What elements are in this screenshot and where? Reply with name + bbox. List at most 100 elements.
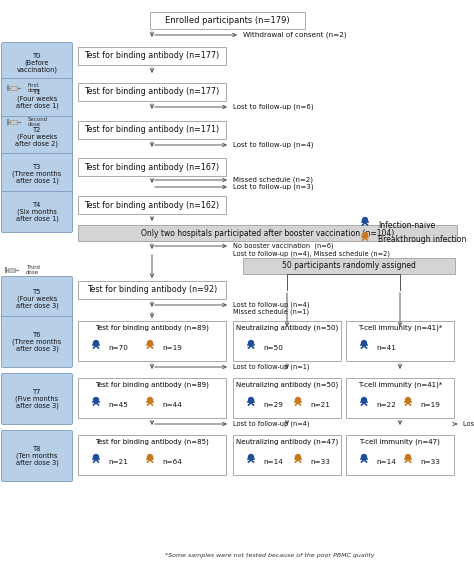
Text: Missed schedule (n=2): Missed schedule (n=2) — [233, 177, 313, 183]
Text: Test for binding antibody (n=177): Test for binding antibody (n=177) — [84, 88, 219, 96]
Text: Lost to follow-up (n=3): Lost to follow-up (n=3) — [233, 184, 314, 190]
Text: Third
dose: Third dose — [26, 265, 40, 275]
Circle shape — [93, 341, 99, 346]
Text: T2
(Four weeks
after dose 2): T2 (Four weeks after dose 2) — [16, 127, 58, 147]
Text: T8
(Ten months
after dose 3): T8 (Ten months after dose 3) — [16, 446, 58, 466]
Text: T0
(Before
vaccination): T0 (Before vaccination) — [17, 53, 57, 73]
Text: Lost to follow-up (n=4): Lost to follow-up (n=4) — [233, 421, 310, 427]
Circle shape — [147, 397, 153, 402]
Text: T-cell immunity (n=47): T-cell immunity (n=47) — [360, 439, 440, 445]
FancyBboxPatch shape — [10, 87, 17, 89]
Text: T6
(Three months
after dose 3): T6 (Three months after dose 3) — [12, 332, 62, 352]
Text: Test for binding antibody (n=85): Test for binding antibody (n=85) — [95, 439, 209, 445]
Text: Test for binding antibody (n=162): Test for binding antibody (n=162) — [84, 200, 219, 209]
Text: n=19: n=19 — [162, 345, 182, 351]
Circle shape — [295, 454, 301, 460]
Text: Test for binding antibody (n=167): Test for binding antibody (n=167) — [84, 162, 219, 171]
Text: Lost to follow-up (n=4): Lost to follow-up (n=4) — [233, 142, 313, 148]
FancyBboxPatch shape — [1, 79, 73, 119]
Text: n=29: n=29 — [263, 402, 283, 408]
Circle shape — [295, 397, 301, 402]
Text: n=44: n=44 — [162, 402, 182, 408]
Text: T1
(Four weeks
after dose 1): T1 (Four weeks after dose 1) — [16, 89, 58, 109]
Text: n=22: n=22 — [376, 402, 396, 408]
FancyBboxPatch shape — [78, 281, 226, 299]
Text: n=70: n=70 — [108, 345, 128, 351]
Text: T7
(Five months
after dose 3): T7 (Five months after dose 3) — [16, 389, 59, 409]
FancyBboxPatch shape — [1, 42, 73, 84]
FancyBboxPatch shape — [78, 321, 226, 361]
Text: Test for binding antibody (n=177): Test for binding antibody (n=177) — [84, 52, 219, 61]
FancyBboxPatch shape — [1, 316, 73, 367]
Text: *Some samples were not tested because of the poor PBMC quality: *Some samples were not tested because of… — [165, 552, 374, 558]
Text: Lost to follow-up (n=6): Lost to follow-up (n=6) — [233, 104, 314, 110]
Text: n=14: n=14 — [376, 459, 396, 465]
FancyBboxPatch shape — [78, 47, 226, 65]
Circle shape — [147, 341, 153, 346]
Text: n=33: n=33 — [310, 459, 330, 465]
Text: n=45: n=45 — [108, 402, 128, 408]
Text: Only two hospitals participated after booster vaccination (n=104): Only two hospitals participated after bo… — [141, 229, 394, 238]
Text: n=41: n=41 — [376, 345, 396, 351]
FancyBboxPatch shape — [1, 191, 73, 233]
Circle shape — [362, 341, 366, 346]
FancyBboxPatch shape — [150, 12, 305, 29]
Text: Test for binding antibody (n=89): Test for binding antibody (n=89) — [95, 325, 209, 331]
Text: Lost to follow-up (n=4): Lost to follow-up (n=4) — [233, 302, 310, 308]
Text: No booster vaccination  (n=6): No booster vaccination (n=6) — [233, 243, 334, 249]
Text: n=50: n=50 — [263, 345, 283, 351]
Text: T-cell immunity (n=41)*: T-cell immunity (n=41)* — [358, 381, 442, 388]
Text: n=64: n=64 — [162, 459, 182, 465]
Text: 50 participants randomly assigned: 50 participants randomly assigned — [282, 261, 416, 271]
FancyBboxPatch shape — [1, 153, 73, 195]
Text: Test for binding antibody (n=92): Test for binding antibody (n=92) — [87, 285, 217, 294]
FancyBboxPatch shape — [1, 117, 73, 157]
Text: Infection-naive: Infection-naive — [378, 221, 435, 229]
Text: Test for binding antibody (n=89): Test for binding antibody (n=89) — [95, 381, 209, 388]
Text: T4
(Six months
after dose 1): T4 (Six months after dose 1) — [16, 201, 58, 222]
Text: Lost to follow-up (n=4), Missed schedule (n=2): Lost to follow-up (n=4), Missed schedule… — [233, 251, 390, 258]
Text: T3
(Three months
after dose 1): T3 (Three months after dose 1) — [12, 164, 62, 185]
Text: n=33: n=33 — [420, 459, 440, 465]
Circle shape — [93, 397, 99, 402]
FancyBboxPatch shape — [78, 196, 226, 214]
FancyBboxPatch shape — [10, 121, 17, 123]
Text: n=21: n=21 — [310, 402, 330, 408]
Text: T-cell immunity (n=41)*: T-cell immunity (n=41)* — [358, 325, 442, 331]
Text: Lost to follow-up (n=3): Lost to follow-up (n=3) — [463, 421, 474, 427]
FancyBboxPatch shape — [78, 378, 226, 418]
Text: Neutralizing antibody (n=50): Neutralizing antibody (n=50) — [236, 381, 338, 388]
Circle shape — [363, 217, 367, 222]
Text: Test for binding antibody (n=171): Test for binding antibody (n=171) — [84, 126, 219, 135]
FancyBboxPatch shape — [233, 435, 341, 475]
FancyBboxPatch shape — [78, 83, 226, 101]
Circle shape — [248, 454, 254, 460]
Circle shape — [147, 454, 153, 460]
FancyBboxPatch shape — [346, 321, 454, 361]
Text: Neutralizing antibody (n=50): Neutralizing antibody (n=50) — [236, 325, 338, 331]
Circle shape — [93, 454, 99, 460]
Text: Second
dose: Second dose — [28, 117, 48, 127]
FancyBboxPatch shape — [78, 225, 457, 241]
FancyBboxPatch shape — [233, 378, 341, 418]
Circle shape — [362, 454, 366, 460]
FancyBboxPatch shape — [1, 431, 73, 482]
Text: Lost to follow-up (n=1): Lost to follow-up (n=1) — [233, 364, 310, 370]
FancyBboxPatch shape — [1, 277, 73, 321]
FancyBboxPatch shape — [346, 378, 454, 418]
FancyBboxPatch shape — [8, 268, 15, 272]
Text: n=21: n=21 — [108, 459, 128, 465]
FancyBboxPatch shape — [78, 121, 226, 139]
Circle shape — [362, 397, 366, 402]
Text: Missed schedule (n=1): Missed schedule (n=1) — [233, 308, 309, 315]
FancyBboxPatch shape — [78, 158, 226, 176]
Text: T5
(Four weeks
after dose 3): T5 (Four weeks after dose 3) — [16, 289, 58, 309]
Text: Enrolled participants (n=179): Enrolled participants (n=179) — [165, 16, 290, 25]
Circle shape — [405, 454, 410, 460]
Text: n=14: n=14 — [263, 459, 283, 465]
Text: First
dose: First dose — [28, 83, 41, 93]
Text: Neutralizing antibody (n=47): Neutralizing antibody (n=47) — [236, 439, 338, 445]
FancyBboxPatch shape — [233, 321, 341, 361]
FancyBboxPatch shape — [1, 374, 73, 424]
Text: Withdrawal of consent (n=2): Withdrawal of consent (n=2) — [243, 32, 346, 38]
